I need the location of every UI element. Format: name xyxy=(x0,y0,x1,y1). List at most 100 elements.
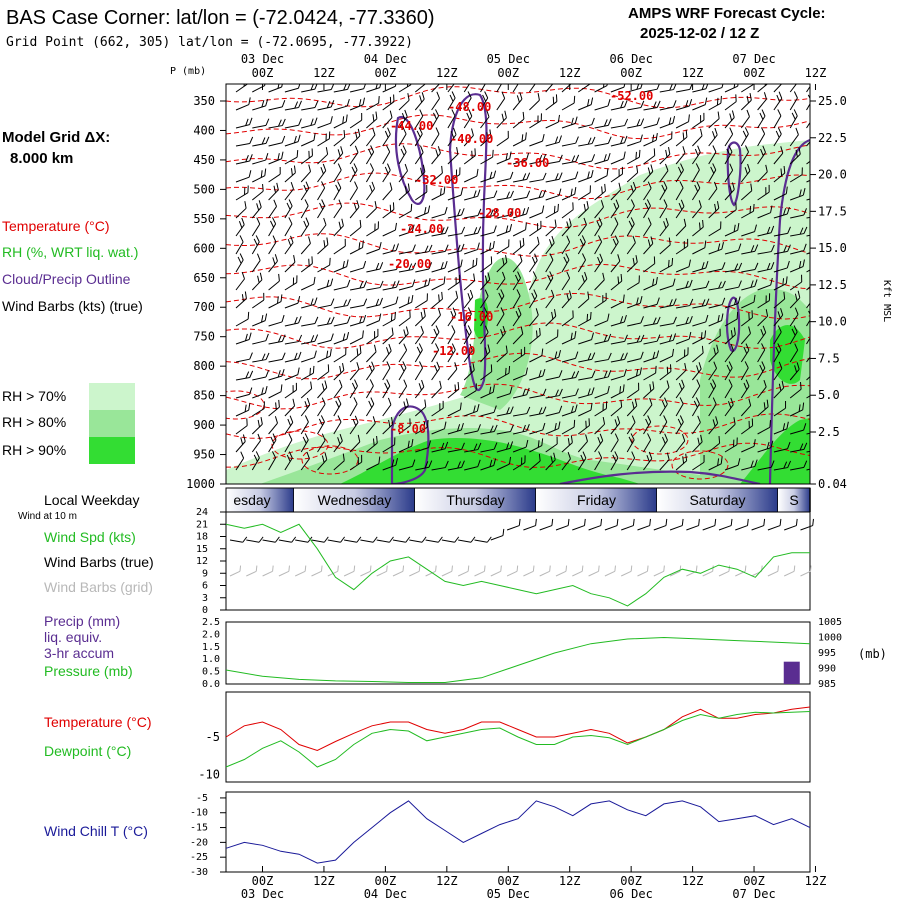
cloud-outline-3 xyxy=(390,405,430,484)
wind-barb xyxy=(626,199,635,219)
wind-barb xyxy=(333,181,342,201)
wind-barb xyxy=(675,238,689,255)
wind-barb xyxy=(268,273,280,291)
wind-barb xyxy=(447,259,463,273)
surface-wind-barbs-grid xyxy=(229,565,812,577)
wind-barb xyxy=(757,379,767,399)
wind-barb xyxy=(398,438,414,453)
wind-barb xyxy=(659,433,668,453)
wind-barb xyxy=(789,382,802,399)
wind-barb xyxy=(545,135,562,147)
wind-barb xyxy=(463,84,473,93)
temperature-contour xyxy=(226,202,810,229)
surface-wind-barbs-true xyxy=(229,518,814,543)
wind-barb xyxy=(790,208,807,219)
top-date-label: 03 Dec xyxy=(241,52,284,66)
surface-wind-barb xyxy=(229,536,248,543)
pressure-tick-label: 400 xyxy=(193,123,215,137)
temperature-contour-label: -24.00 xyxy=(400,222,443,236)
wind-barb xyxy=(431,109,440,129)
cloud-outlines xyxy=(390,93,810,484)
wind-barb xyxy=(627,351,644,363)
wind-barb xyxy=(398,203,413,219)
wind-barb xyxy=(382,327,394,345)
top-hour-label: 00Z xyxy=(252,66,274,80)
wind-barb xyxy=(349,240,364,255)
wind-barb xyxy=(806,84,810,93)
wind-barb xyxy=(594,217,603,237)
height-tick-label: 7.5 xyxy=(818,351,840,365)
wind-barb xyxy=(757,361,766,381)
wind-barb xyxy=(529,93,540,111)
windchill-tick-label: -25 xyxy=(190,852,208,863)
surface-wind-barb xyxy=(686,518,700,531)
wind-barb xyxy=(708,280,726,291)
wind-barb xyxy=(366,201,377,219)
wind-barb xyxy=(268,451,277,471)
wind-barb xyxy=(724,437,738,453)
temperature-contour-label: -16.00 xyxy=(450,310,493,324)
wind-barb xyxy=(676,84,694,93)
wind-barb xyxy=(431,343,440,363)
wind-barb xyxy=(708,456,723,471)
wind-barb xyxy=(578,97,594,111)
wind-barb xyxy=(447,325,456,345)
wind-barb xyxy=(300,381,313,399)
top-date-label: 06 Dec xyxy=(609,52,652,66)
wind-barb xyxy=(806,310,810,327)
bottom-hour-label: 12Z xyxy=(559,874,581,888)
surface-wind-barb xyxy=(767,518,782,531)
pressure-tick-label: 600 xyxy=(193,241,215,255)
wind-barb xyxy=(431,186,446,201)
wind-barb xyxy=(415,205,431,219)
wind-barb xyxy=(675,415,684,435)
wind-barb xyxy=(643,117,660,129)
wind-barb xyxy=(496,289,505,309)
wind-barb xyxy=(741,224,757,237)
wind-barb xyxy=(724,397,734,417)
wind-barb xyxy=(480,240,495,255)
wind-barb xyxy=(545,350,562,363)
wind-barb xyxy=(252,292,265,309)
wind-barb xyxy=(757,325,767,345)
surface-wind-barb-grid xyxy=(474,565,486,577)
wind-barb xyxy=(773,441,791,453)
wind-barb xyxy=(675,379,685,399)
precip-frame xyxy=(225,621,811,685)
wind-barb xyxy=(806,390,810,399)
pressure-axis: 350 400 450 500 550 600 650 700 750 800 850 900 950 1… xyxy=(186,94,226,491)
wind-barb xyxy=(317,433,326,453)
top-hour-label: 12Z xyxy=(559,66,581,80)
wind-barb xyxy=(643,181,652,201)
pressure-tick-label: 700 xyxy=(193,300,215,314)
surface-wind-barb-grid xyxy=(441,565,453,577)
wind-barb xyxy=(398,294,414,309)
wind-barb xyxy=(463,363,475,381)
wind-barb xyxy=(366,344,377,363)
wind-barb xyxy=(610,352,628,363)
pressure-tick-label: 750 xyxy=(193,330,215,344)
wind-barb xyxy=(301,100,319,111)
wind-barb xyxy=(464,242,480,255)
rh80-swatch xyxy=(89,410,135,437)
wind-barb xyxy=(659,333,677,345)
wind-barb xyxy=(708,201,720,219)
wind-barb xyxy=(366,416,376,435)
wind-barb xyxy=(398,262,417,273)
wind-barb xyxy=(463,257,478,273)
forecast-cycle-label: AMPS WRF Forecast Cycle: xyxy=(628,5,826,22)
wind-barb xyxy=(447,402,462,417)
wind-barb xyxy=(512,237,525,255)
wind-barb xyxy=(724,417,736,435)
wind-barb xyxy=(561,235,571,255)
wind-barb xyxy=(463,307,472,327)
wind-barb xyxy=(610,314,627,327)
wind-barb xyxy=(708,221,722,237)
bottom-time-axis: 00Z 12Z 00Z 12Z 00Z 12Z 00Z 12Z 00Z 12Z 03 Dec 04 D… xyxy=(241,866,826,900)
wind-barb xyxy=(415,262,433,273)
wind-barb xyxy=(414,127,423,147)
surface-wind-barb xyxy=(718,518,733,531)
wind-barb xyxy=(251,253,261,273)
top-hour-label: 12Z xyxy=(436,66,458,80)
wind-barb xyxy=(301,334,319,345)
